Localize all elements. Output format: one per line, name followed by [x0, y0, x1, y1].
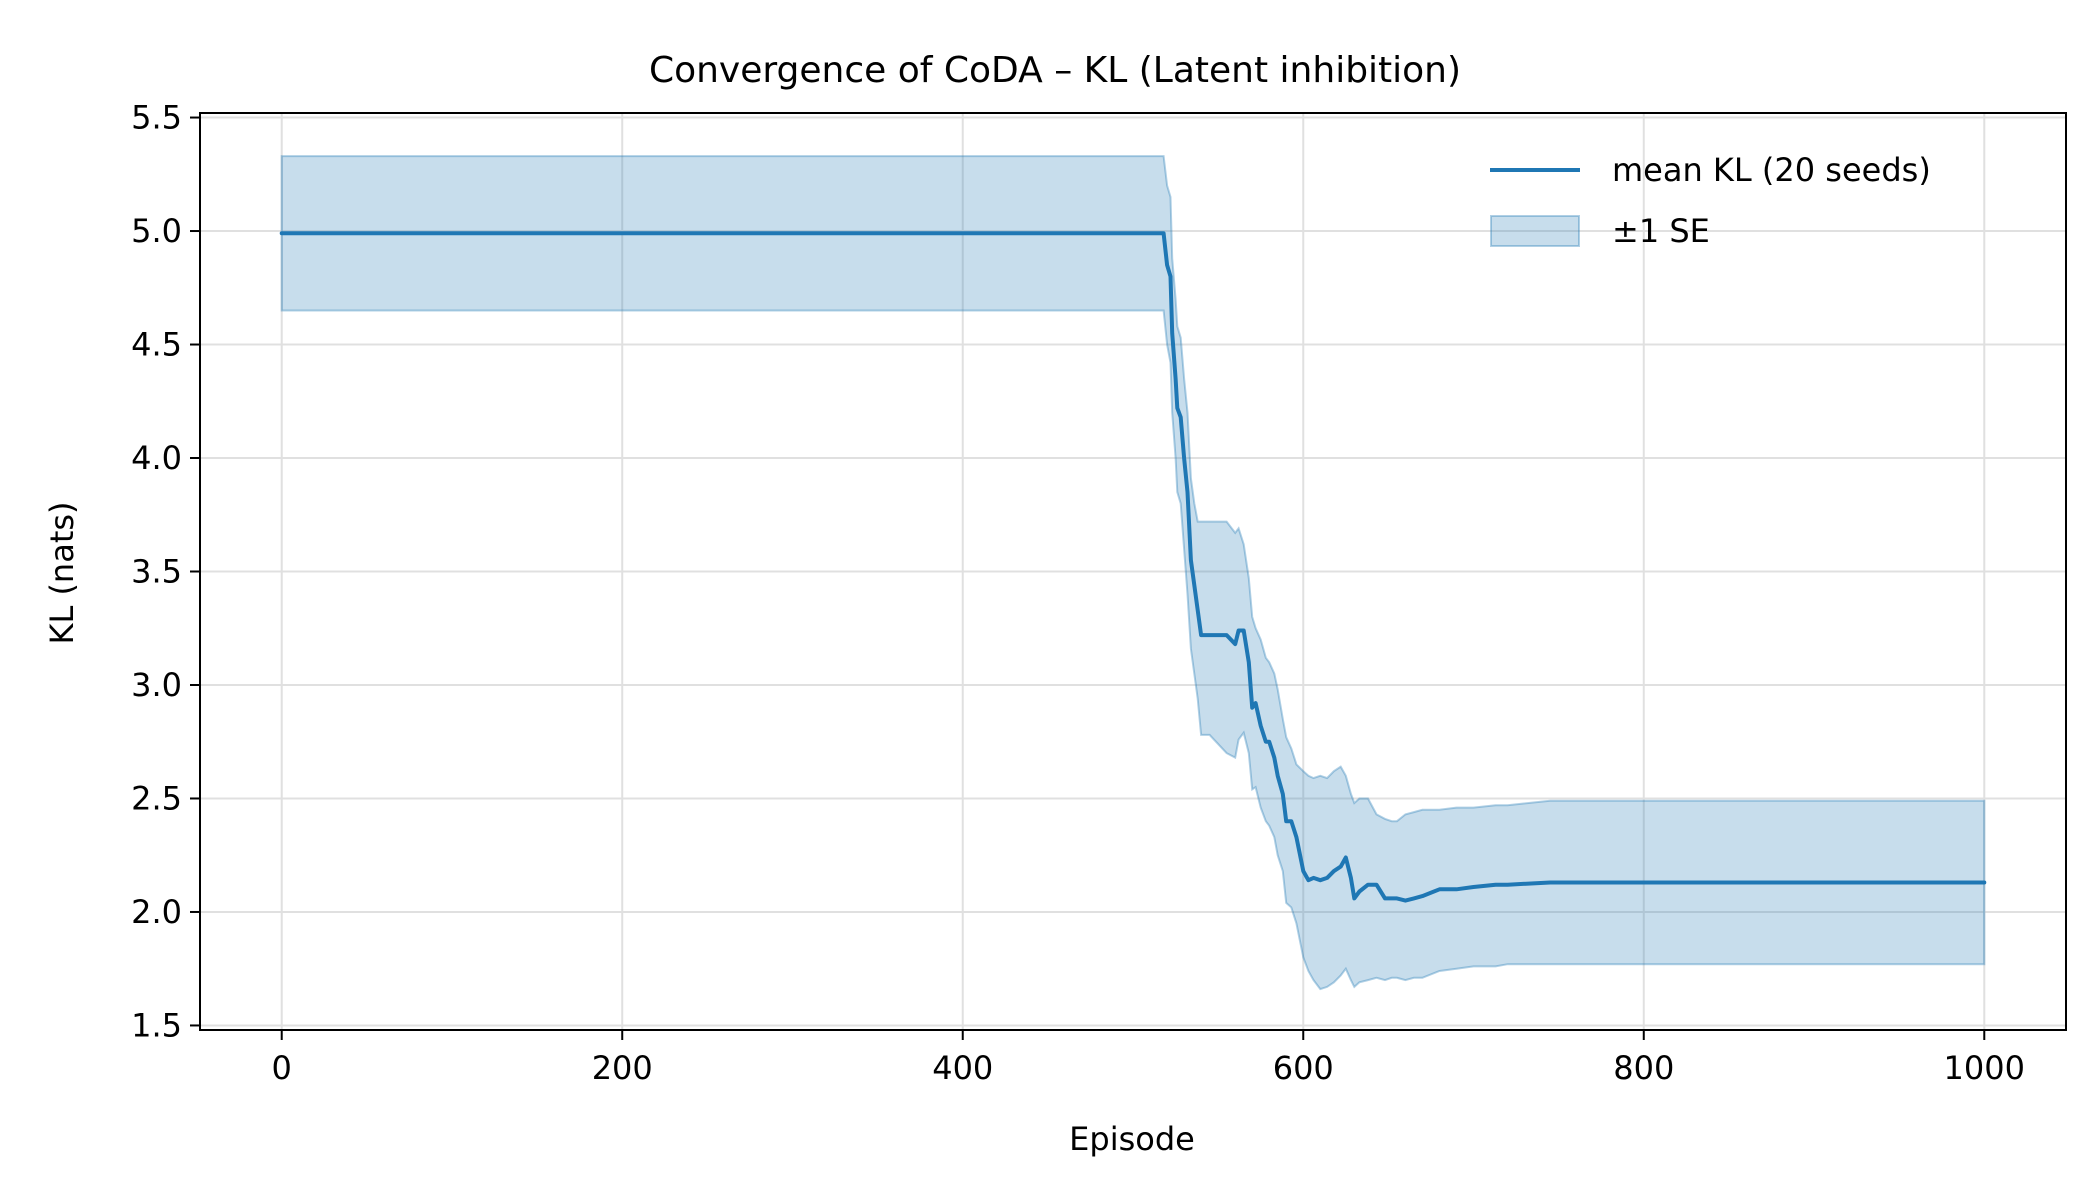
x-tick-label: 400 — [932, 1049, 993, 1087]
x-tick-label: 200 — [592, 1049, 653, 1087]
y-tick-label: 5.5 — [131, 99, 182, 137]
x-axis-label: Episode — [1069, 1120, 1195, 1158]
mean-kl-line — [279, 231, 1987, 903]
legend: mean KL (20 seeds) ±1 SE — [1490, 151, 1931, 250]
y-tick-label: 5.0 — [131, 212, 182, 250]
legend-label-mean: mean KL (20 seeds) — [1612, 151, 1931, 189]
chart-title: Convergence of CoDA – KL (Latent inhibit… — [649, 50, 1461, 91]
mean-line-layer — [279, 231, 1987, 903]
legend-band-swatch — [1490, 215, 1580, 247]
y-tick-label: 2.5 — [131, 779, 182, 817]
y-tick-label: 1.5 — [131, 1006, 182, 1044]
y-axis-ticks: 1.5 2.0 2.5 3.0 3.5 4.0 4.5 5.0 5.5 — [131, 99, 200, 1044]
grid-lines — [200, 113, 2066, 1030]
x-tick-label: 600 — [1273, 1049, 1334, 1087]
legend-label-se: ±1 SE — [1612, 212, 1710, 250]
y-tick-label: 3.5 — [131, 553, 182, 591]
se-band — [280, 155, 1986, 991]
y-tick-label: 4.5 — [131, 326, 182, 364]
y-tick-label: 3.0 — [131, 666, 182, 704]
x-tick-label: 1000 — [1944, 1049, 2025, 1087]
y-tick-label: 2.0 — [131, 893, 182, 931]
x-tick-label: 800 — [1613, 1049, 1674, 1087]
x-axis-ticks: 0 200 400 600 800 1000 — [272, 1030, 2025, 1087]
y-axis-label: KL (nats) — [43, 501, 81, 644]
se-band-layer — [280, 155, 1986, 991]
x-tick-label: 0 — [272, 1049, 292, 1087]
y-tick-label: 4.0 — [131, 439, 182, 477]
